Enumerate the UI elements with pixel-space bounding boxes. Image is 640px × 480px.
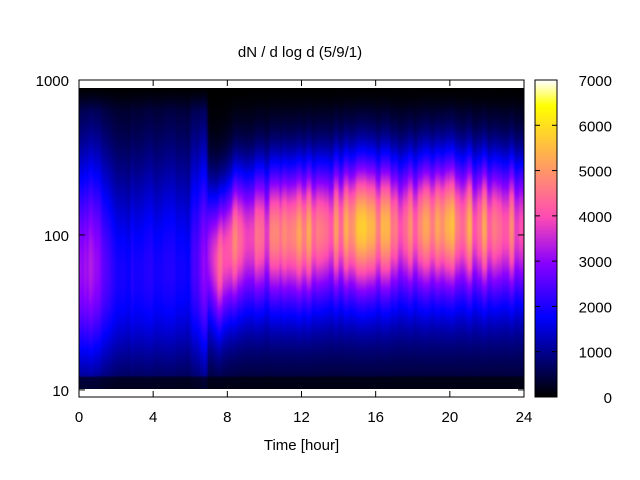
x-axis-label: Time [hour] [264, 437, 339, 454]
x-tick-label: 16 [367, 409, 384, 426]
x-tick-label: 4 [149, 409, 157, 426]
x-tick-label: 0 [75, 409, 83, 426]
y-tick-label: 100 [44, 228, 69, 245]
colorbar-tick-label: 6000 [579, 118, 612, 135]
colorbar-gradient [535, 80, 557, 397]
heatmap-plot-area [79, 88, 524, 389]
colorbar-tick-label: 0 [604, 390, 612, 407]
colorbar-tick-label: 2000 [579, 299, 612, 316]
x-tick-label: 12 [293, 409, 310, 426]
colorbar-tick-label: 1000 [579, 345, 612, 362]
x-tick-label: 24 [516, 409, 533, 426]
y-axis: 10 100 1000 [36, 73, 524, 400]
x-tick-label: 20 [441, 409, 458, 426]
colorbar-tick-label: 5000 [579, 164, 612, 181]
colorbar-tick-label: 7000 [579, 73, 612, 90]
colorbar: 0 1000 2000 3000 4000 5000 6000 7000 [534, 73, 612, 407]
colorbar-frame [534, 79, 558, 398]
heatmap-raster [79, 88, 524, 389]
colorbar-tick-label: 3000 [579, 254, 612, 271]
chart-title: dN / d log d (5/9/1) [237, 44, 363, 61]
y-tick-label: 10 [52, 383, 69, 400]
y-tick-label: 1000 [36, 73, 69, 90]
x-tick-label: 8 [223, 409, 231, 426]
colorbar-ticks: 0 1000 2000 3000 4000 5000 6000 7000 [535, 73, 612, 407]
x-axis: 0 4 8 12 16 20 24 [75, 80, 533, 426]
colorbar-tick-label: 4000 [579, 209, 612, 226]
